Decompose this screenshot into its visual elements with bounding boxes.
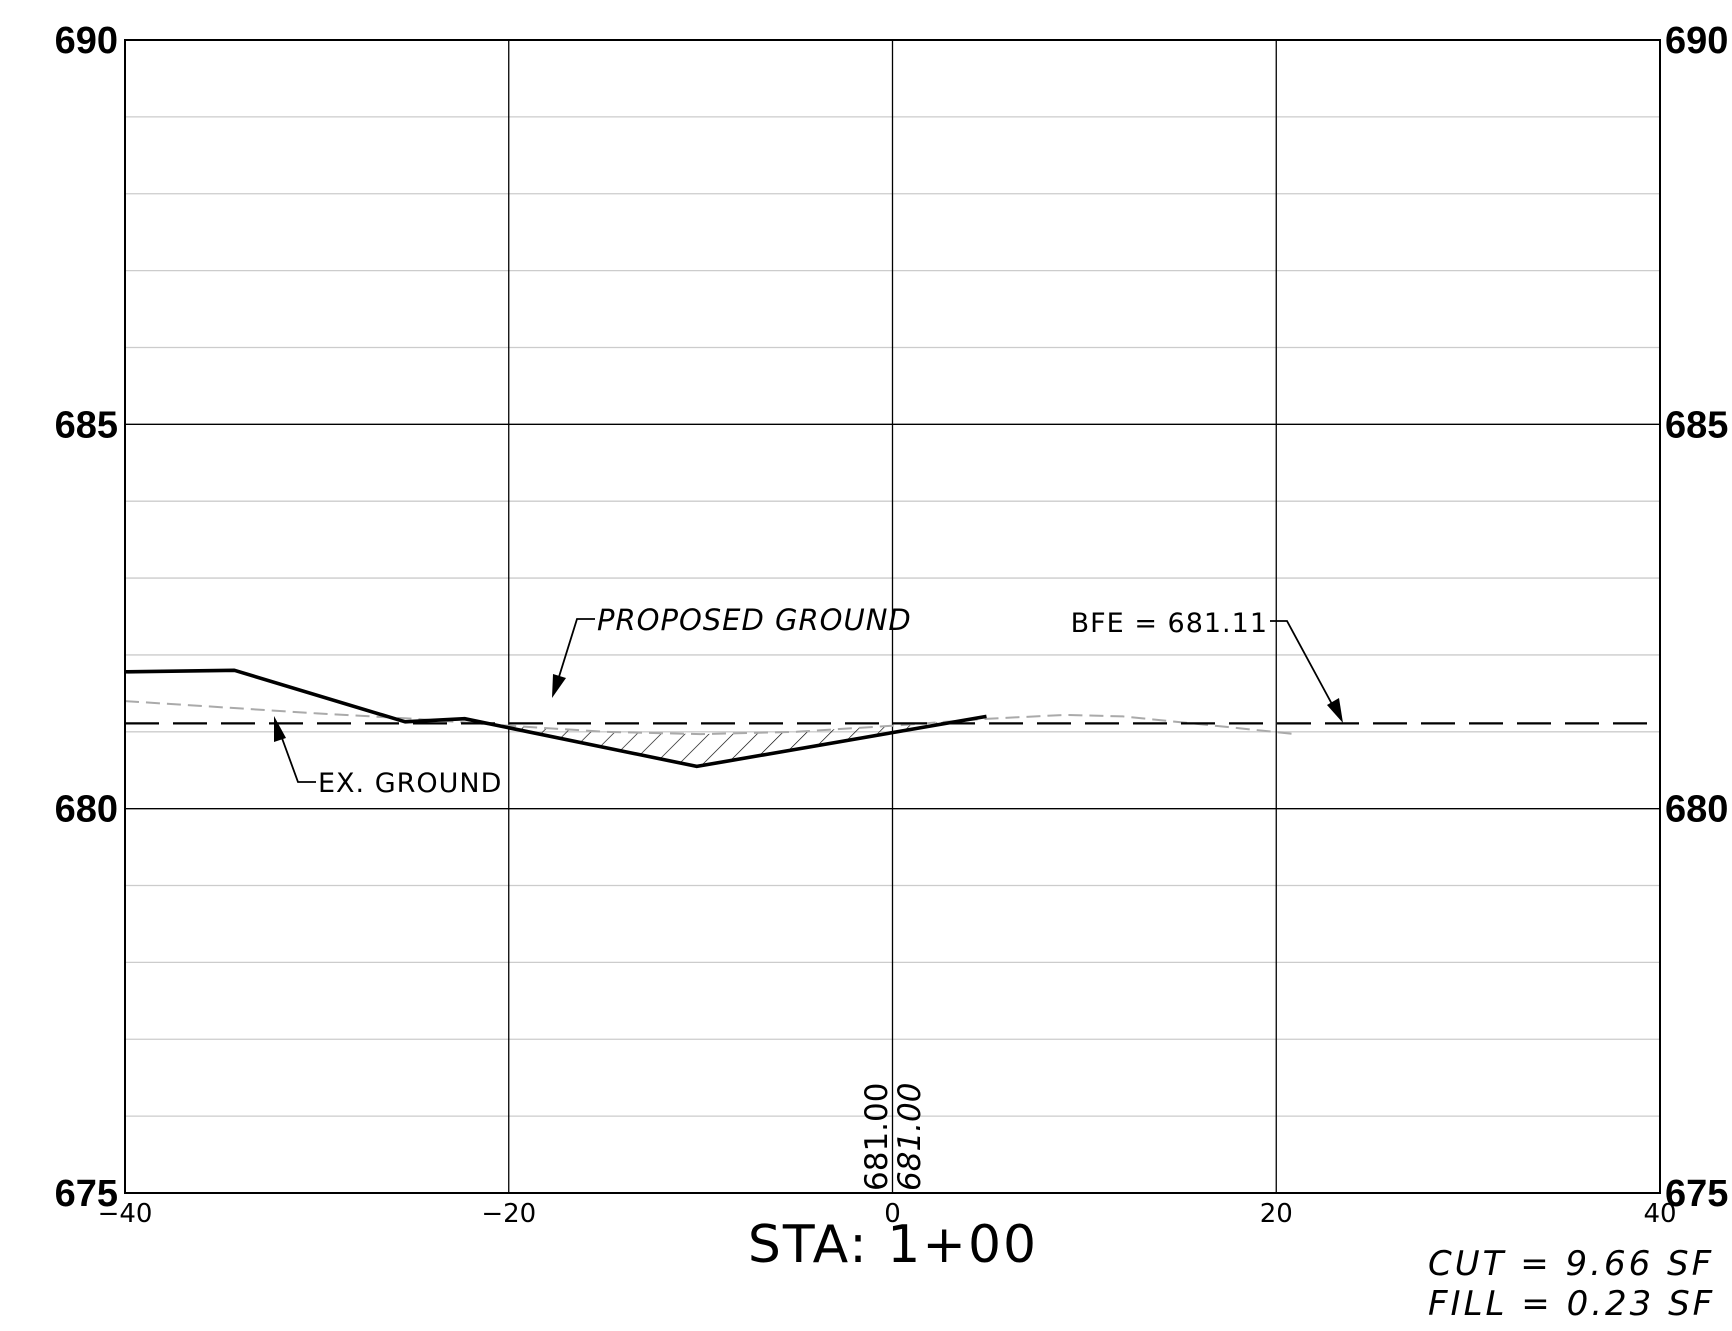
ex-ground-label: EX. GROUND [318,768,502,799]
x-tick-label: 20 [1260,1199,1293,1229]
proposed-ground-label: PROPOSED GROUND [597,603,912,637]
x-tick-label: −20 [481,1199,536,1229]
y-tick-label-left: 685 [55,404,118,446]
bfe-leader [1270,620,1334,707]
x-tick-label: 40 [1643,1199,1676,1229]
x-tick-label: −40 [98,1199,153,1229]
ex-ground-arrowhead [274,716,286,742]
y-tick-label-right: 685 [1665,404,1728,446]
x-axis-labels: −40 −20 0 20 40 [98,1199,1677,1229]
existing-ground-line [124,700,1296,736]
y-tick-label-right: 680 [1665,789,1728,831]
plot-frame [124,39,1661,1194]
y-tick-label-right: 675 [1665,1173,1728,1215]
bfe-arrowhead [1327,698,1343,723]
y-axis-right-labels: 675 680 685 690 [1665,20,1728,1215]
proposed-elevation-label: 681.00 [892,1083,928,1191]
cut-quantity: CUT = 9.66 SF [1428,1244,1714,1284]
y-axis-left-labels: 675 680 685 690 [55,20,118,1215]
station-title: STA: 1+00 [748,1215,1038,1275]
proposed-ground-line [124,668,987,769]
proposed-ground-arrowhead [552,674,566,698]
y-tick-label-right: 690 [1665,20,1728,62]
y-tick-label-left: 690 [55,20,118,62]
x-tick-label: 0 [884,1199,901,1229]
y-tick-label-left: 680 [55,789,118,831]
bfe-label: BFE = 681.11 [1071,608,1268,639]
y-tick-label-left: 675 [55,1173,118,1215]
proposed-ground-leader [557,618,595,681]
fill-quantity: FILL = 0.23 SF [1428,1284,1715,1324]
major-gridlines [125,40,1660,1193]
ex-ground-leader [278,729,316,783]
existing-elevation-label: 681.00 [859,1083,895,1191]
cut-hatch-area [489,720,960,766]
